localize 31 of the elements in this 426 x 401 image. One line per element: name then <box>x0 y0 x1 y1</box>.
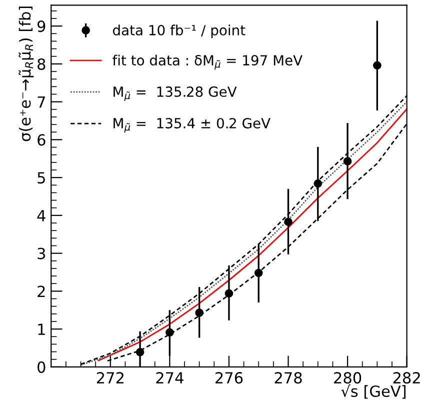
y-tick-label: 1 <box>38 324 45 335</box>
y-tick-label: 6 <box>38 134 46 146</box>
point <box>136 348 144 356</box>
y-tick-label: 5 <box>38 172 45 184</box>
y-tick-label: 8 <box>38 58 46 70</box>
legend-label: M$_{μ̃}$ = 135.28 GeV <box>114 86 237 102</box>
point <box>373 61 382 70</box>
point <box>314 179 322 188</box>
y-axis-title: σ(e⁺e⁻→μ̃$_{R}$μ̃$_{R}$) [fb] <box>18 6 34 142</box>
x-tick-label: 278 <box>274 372 302 384</box>
y-tick-label: 9 <box>38 20 46 32</box>
point <box>254 268 263 278</box>
legend-label: M$_{μ̃}$ = 135.4 ± 0.2 GeV <box>114 118 270 133</box>
point <box>284 218 292 226</box>
point <box>343 157 352 166</box>
x-tick-label: 276 <box>216 372 243 384</box>
x-tick-label: 282 <box>393 372 420 384</box>
point <box>224 289 234 298</box>
x-tick-label: 280 <box>334 372 362 384</box>
y-tick-label: 2 <box>38 286 45 297</box>
y-tick-label: 7 <box>38 96 45 108</box>
y-tick-label: 0 <box>38 361 46 373</box>
point <box>195 308 204 317</box>
point <box>166 328 174 337</box>
y-tick-label: 3 <box>38 248 46 260</box>
y-tick-label: 4 <box>37 210 46 222</box>
legend-label: fit to data : δM$_{μ̃}$ = 197 MeV <box>112 54 302 70</box>
x-axis-title: √s [GeV] <box>341 384 406 399</box>
x-tick-label: 272 <box>96 372 124 384</box>
x-tick-label: 274 <box>156 372 184 384</box>
legend-label: data 10 fb⁻¹ / point <box>112 24 246 38</box>
